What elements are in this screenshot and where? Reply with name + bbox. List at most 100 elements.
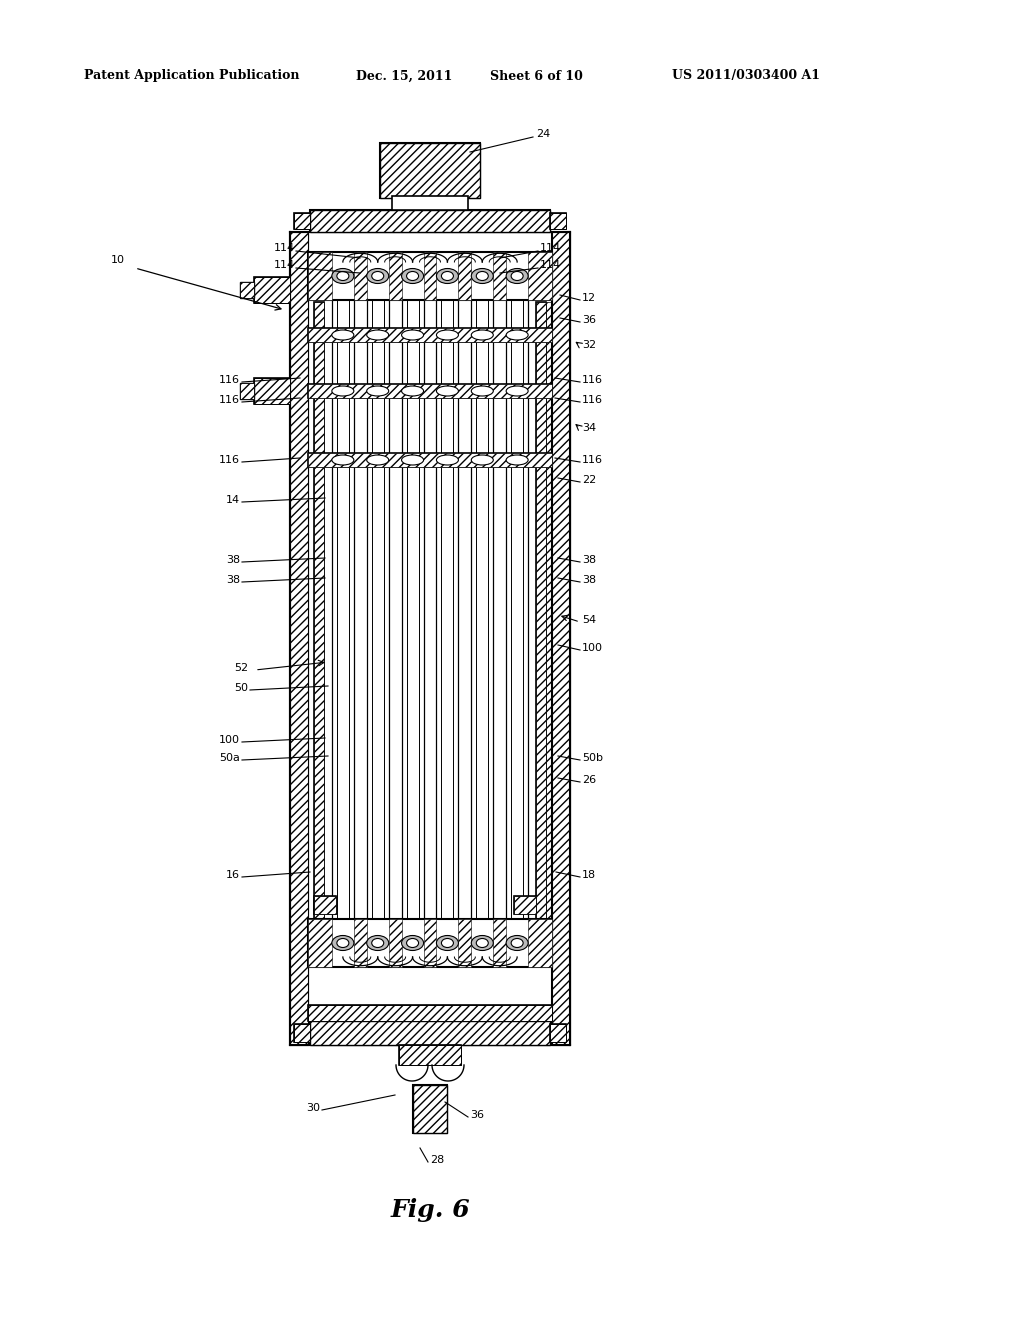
Ellipse shape <box>436 455 459 465</box>
Text: 12: 12 <box>582 293 596 304</box>
Ellipse shape <box>441 272 454 281</box>
Bar <box>294 1024 310 1041</box>
Text: 24: 24 <box>536 129 550 139</box>
Ellipse shape <box>401 455 424 465</box>
Bar <box>308 384 552 399</box>
Bar <box>310 1020 550 1045</box>
Text: 36: 36 <box>582 315 596 325</box>
Bar <box>290 232 308 1045</box>
Bar <box>550 1024 566 1041</box>
Ellipse shape <box>471 455 494 465</box>
Bar <box>380 143 480 198</box>
Bar <box>413 1085 447 1133</box>
Bar <box>240 282 254 298</box>
Ellipse shape <box>332 385 354 396</box>
Ellipse shape <box>436 330 459 341</box>
Bar <box>308 252 332 300</box>
Ellipse shape <box>511 272 523 281</box>
Text: 50a: 50a <box>219 752 240 763</box>
Ellipse shape <box>332 268 354 284</box>
Text: 26: 26 <box>582 775 596 785</box>
Bar <box>536 302 546 968</box>
Bar <box>310 1020 550 1045</box>
Text: 38: 38 <box>582 554 596 565</box>
Bar <box>392 195 468 210</box>
Ellipse shape <box>407 939 419 948</box>
Bar <box>310 210 550 232</box>
Text: 38: 38 <box>226 576 240 585</box>
Bar <box>494 252 506 300</box>
Text: 22: 22 <box>582 475 596 484</box>
Ellipse shape <box>511 939 523 948</box>
Bar <box>240 383 254 399</box>
Ellipse shape <box>372 272 384 281</box>
Bar <box>552 232 570 1045</box>
Bar <box>310 210 550 232</box>
Bar <box>494 919 506 968</box>
Bar <box>308 327 552 342</box>
Ellipse shape <box>436 268 459 284</box>
Text: 116: 116 <box>582 455 603 465</box>
Text: 50b: 50b <box>582 752 603 763</box>
Ellipse shape <box>367 385 389 396</box>
Text: 10: 10 <box>111 255 125 265</box>
Text: Fig. 6: Fig. 6 <box>390 1199 470 1222</box>
Ellipse shape <box>401 268 424 284</box>
Text: 36: 36 <box>470 1110 484 1119</box>
Bar <box>314 302 324 968</box>
Ellipse shape <box>367 330 389 341</box>
Bar <box>308 384 552 399</box>
Bar <box>354 919 367 968</box>
Bar <box>254 378 290 404</box>
Text: 50: 50 <box>234 682 248 693</box>
Bar <box>240 383 254 399</box>
Text: 116: 116 <box>219 395 240 405</box>
Text: 116: 116 <box>582 395 603 405</box>
Bar <box>399 1045 461 1065</box>
Bar <box>294 213 310 228</box>
Bar <box>314 896 336 913</box>
Bar <box>294 213 310 228</box>
Ellipse shape <box>476 939 488 948</box>
Ellipse shape <box>436 936 459 950</box>
Bar <box>308 919 552 968</box>
Text: 116: 116 <box>219 455 240 465</box>
Ellipse shape <box>476 272 488 281</box>
Bar <box>308 252 552 300</box>
Bar <box>413 1085 447 1133</box>
Text: Sheet 6 of 10: Sheet 6 of 10 <box>490 70 583 82</box>
Ellipse shape <box>332 455 354 465</box>
Bar <box>459 919 471 968</box>
Bar <box>308 1005 552 1020</box>
Bar <box>254 277 290 304</box>
Ellipse shape <box>471 936 494 950</box>
Text: 28: 28 <box>430 1155 444 1166</box>
Bar <box>424 919 436 968</box>
Ellipse shape <box>367 268 389 284</box>
Text: 114: 114 <box>540 243 561 253</box>
Text: US 2011/0303400 A1: US 2011/0303400 A1 <box>672 70 820 82</box>
Text: 100: 100 <box>219 735 240 744</box>
Text: 52: 52 <box>233 663 248 673</box>
Bar <box>550 213 566 228</box>
Text: 114: 114 <box>540 260 561 271</box>
Bar <box>550 213 566 228</box>
Ellipse shape <box>471 385 494 396</box>
Bar <box>514 896 536 913</box>
Bar <box>552 232 570 1045</box>
Ellipse shape <box>506 268 528 284</box>
Bar <box>314 896 336 913</box>
Text: 18: 18 <box>582 870 596 880</box>
Text: Dec. 15, 2011: Dec. 15, 2011 <box>356 70 453 82</box>
Ellipse shape <box>506 330 528 341</box>
Text: 16: 16 <box>226 870 240 880</box>
Text: 54: 54 <box>582 615 596 624</box>
Text: 114: 114 <box>273 243 295 253</box>
Bar <box>536 302 546 968</box>
Text: 38: 38 <box>226 554 240 565</box>
Bar <box>254 378 290 404</box>
Bar <box>254 277 290 304</box>
Ellipse shape <box>372 939 384 948</box>
Text: 38: 38 <box>582 576 596 585</box>
Ellipse shape <box>332 330 354 341</box>
